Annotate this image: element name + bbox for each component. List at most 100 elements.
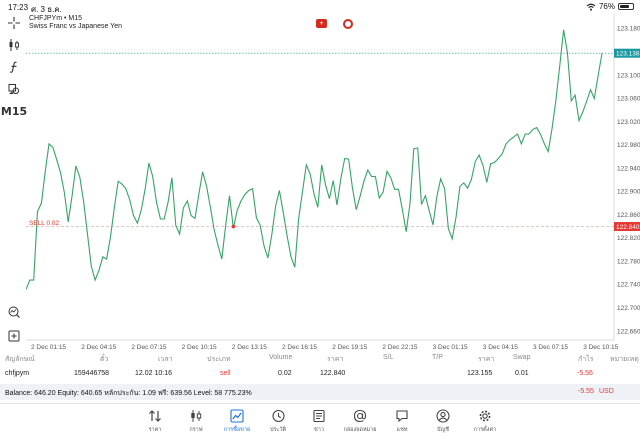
tab-news[interactable]: ข่าว [297, 409, 341, 434]
y-tick-label: 123.100 [617, 72, 640, 79]
y-tick-label: 122.820 [617, 235, 640, 242]
tab-label: การตั้งค่า [473, 427, 497, 433]
column-header: เวลา [158, 356, 173, 363]
y-tick-label: 122.900 [617, 189, 640, 196]
status-right: 76% [586, 2, 634, 11]
sell-label: SELL 0.02 [29, 220, 60, 227]
x-tick-label: 2 Dec 16:15 [282, 344, 317, 351]
tab-chart[interactable]: กราฟ [174, 409, 218, 434]
candles-icon[interactable] [5, 37, 23, 53]
tab-chat[interactable]: แชท [380, 409, 424, 434]
chat-icon [396, 410, 408, 423]
row-profit: -5.56 [577, 370, 593, 377]
mailbox-icon [353, 409, 367, 423]
battery-percent: 76% [598, 2, 615, 11]
row-swap: 0.01 [515, 370, 529, 377]
column-header: Swap [513, 354, 531, 361]
currency-flags: + [316, 19, 353, 29]
history-icon [272, 409, 285, 423]
status-bar: 17:23 ศ. 3 ธ.ค. 76% [0, 0, 640, 14]
y-tick-label: 122.660 [617, 328, 640, 335]
account-summary: Balance: 646.20 Equity: 640.65 หลักประกั… [0, 384, 640, 400]
zoom-icon[interactable] [5, 304, 23, 320]
indicator-icon[interactable] [5, 59, 23, 75]
y-tick-label: 122.940 [617, 165, 640, 172]
price-series-line [26, 29, 603, 290]
tab-label: บัญชี [437, 427, 449, 433]
tab-label: การซื้อขาย [223, 427, 251, 433]
tab-label: ข่าว [314, 427, 324, 433]
x-tick-label: 2 Dec 13:15 [232, 344, 267, 351]
column-header: Volume [269, 354, 293, 361]
chart-toolbar: M15 [0, 14, 28, 344]
x-tick-label: 3 Dec 01:15 [433, 344, 468, 351]
entry-marker [231, 224, 236, 229]
row-current-price: 123.155 [467, 370, 493, 377]
x-tick-label: 3 Dec 07:15 [533, 344, 568, 351]
x-tick-label: 2 Dec 22:15 [382, 344, 417, 351]
column-header: ราคา [478, 356, 495, 363]
row-symbol: chfjpym [5, 370, 30, 377]
x-tick-label: 2 Dec 10:15 [182, 344, 217, 351]
account-icon [436, 409, 450, 423]
bottom-tab-bar: ราคา กราฟ การซื้อขาย ประวัติ ข่าว กล่องจ… [0, 403, 640, 447]
column-header: ตั๋ว [100, 356, 109, 363]
status-time: 17:23 [8, 3, 29, 12]
column-header: สัญลักษณ์ [5, 356, 35, 363]
total-profit: -5.55 [578, 388, 594, 395]
x-tick-label: 2 Dec 04:15 [81, 344, 116, 351]
battery-icon [618, 3, 634, 10]
column-header: ประเภท [207, 356, 231, 363]
symbol-description: Swiss Franc vs Japanese Yen [29, 23, 122, 30]
sell-price-box [614, 222, 640, 231]
tab-mailbox[interactable]: กล่องจดหมาย [338, 409, 382, 434]
y-tick-label: 122.980 [617, 142, 640, 149]
tab-label: แชท [396, 427, 408, 433]
y-tick-label: 122.860 [617, 212, 640, 219]
trade-icon [230, 409, 244, 423]
tab-label: ราคา [148, 427, 162, 433]
tab-label: กล่องจดหมาย [343, 427, 377, 433]
tab-history[interactable]: ประวัติ [256, 409, 300, 434]
symbol-timeframe: M15 [68, 15, 83, 22]
add-icon[interactable] [5, 328, 23, 344]
column-header: ราคา [327, 356, 344, 363]
tab-settings[interactable]: การตั้งค่า [463, 409, 507, 434]
sell-price-label: 122.840 [616, 224, 640, 231]
position-row[interactable]: chfjpym 159446758 12.02 10:16 sell 0.02 … [0, 370, 640, 382]
crosshair-icon[interactable] [5, 15, 23, 31]
column-header: หมายเหตุ [610, 356, 639, 363]
x-tick-label: 2 Dec 19:15 [332, 344, 367, 351]
chart-area[interactable]: 123.180 123.100 123.060 123.020 122.980 122.9… [26, 14, 640, 354]
y-tick-label: 122.740 [617, 282, 640, 289]
positions-header: สัญลักษณ์ ตั๋ว เวลา ประเภท Volume ราคา S/L T/P ร… [0, 354, 640, 366]
x-tick-label: 3 Dec 10:15 [583, 344, 618, 351]
row-ticket: 159446758 [74, 370, 110, 377]
quotes-icon [149, 410, 161, 422]
tab-label: ประวัติ [269, 427, 287, 433]
japan-flag-icon [343, 19, 353, 29]
y-tick-label: 123.060 [617, 96, 640, 103]
price-chart[interactable]: 123.180 123.100 123.060 123.020 122.980 122.9… [26, 14, 640, 354]
tab-account[interactable]: บัญชี [421, 409, 465, 434]
wifi-icon [586, 3, 596, 11]
tab-trade[interactable]: การซื้อขาย [215, 409, 259, 434]
timeframe-button[interactable]: M15 [0, 104, 28, 118]
y-tick-label: 122.700 [617, 305, 640, 312]
symbol-name: CHFJPYm [29, 15, 63, 22]
tab-quotes[interactable]: ราคา [133, 409, 177, 434]
column-header: T/P [432, 354, 443, 361]
status-date: ศ. 3 ธ.ค. [31, 5, 62, 14]
objects-icon[interactable] [5, 81, 23, 97]
row-volume: 0.02 [278, 370, 292, 377]
y-tick-label: 123.180 [617, 26, 640, 33]
y-tick-label: 123.020 [617, 119, 640, 126]
x-tick-label: 2 Dec 07:15 [131, 344, 166, 351]
row-open-price: 122.840 [320, 370, 346, 377]
x-tick-label: 2 Dec 01:15 [31, 344, 66, 351]
current-price-box [614, 48, 640, 58]
chart-icon [191, 410, 202, 422]
row-type: sell [220, 370, 231, 377]
current-price-label: 123.138 [616, 51, 640, 58]
